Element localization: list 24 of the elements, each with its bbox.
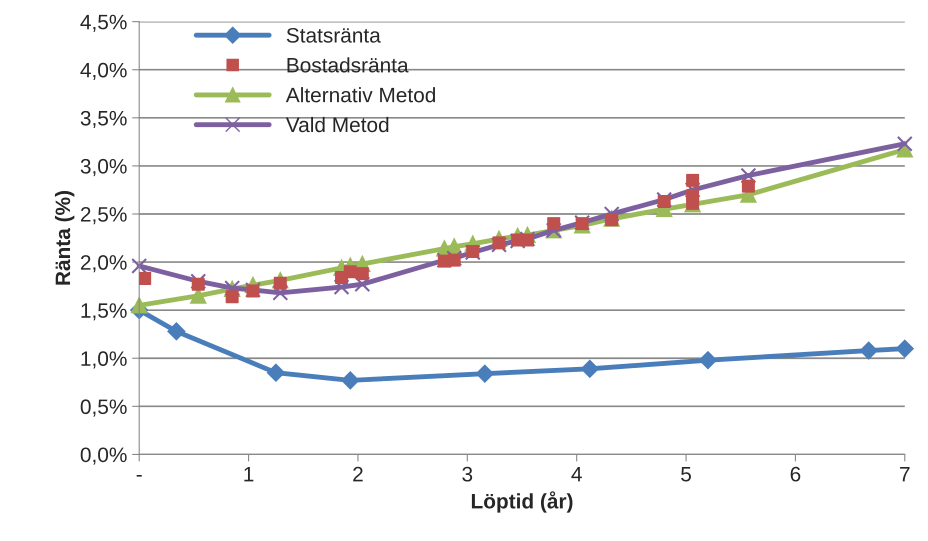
y-tick-label: 4,0% [80, 62, 127, 80]
y-tick-label: 0,5% [80, 399, 127, 417]
y-tick-label: 1,5% [82, 303, 127, 320]
x-tick-label: 2 [353, 466, 363, 482]
y-tick-label: 1,0% [82, 351, 127, 368]
legend-label: Alternativ Metod [286, 87, 436, 102]
legend-label: Vald Metod [286, 116, 388, 132]
y-tick-label: 2,5% [80, 206, 127, 224]
x-tick-label: 4 [571, 467, 582, 482]
legend-label: Bostadsränta [288, 57, 409, 73]
x-tick-label: - [136, 474, 142, 477]
legend-label: Statsränta [286, 28, 381, 43]
x-tick-label: 7 [900, 467, 910, 482]
y-tick-label: 3,0% [80, 158, 127, 176]
y-axis-title: Ränta (%) [54, 191, 74, 285]
x-tick-label: 6 [790, 466, 800, 482]
y-tick-label: 3,5% [80, 110, 127, 128]
x-tick-label: 1 [244, 467, 254, 482]
x-axis-title: Löptid (år) [472, 491, 572, 513]
x-tick-label: 3 [462, 466, 472, 482]
y-tick-label: 2,0% [80, 255, 127, 272]
y-tick-label: 0,0% [80, 447, 127, 465]
x-tick-label: 5 [681, 467, 691, 482]
y-tick-label: 4,5% [80, 14, 127, 32]
